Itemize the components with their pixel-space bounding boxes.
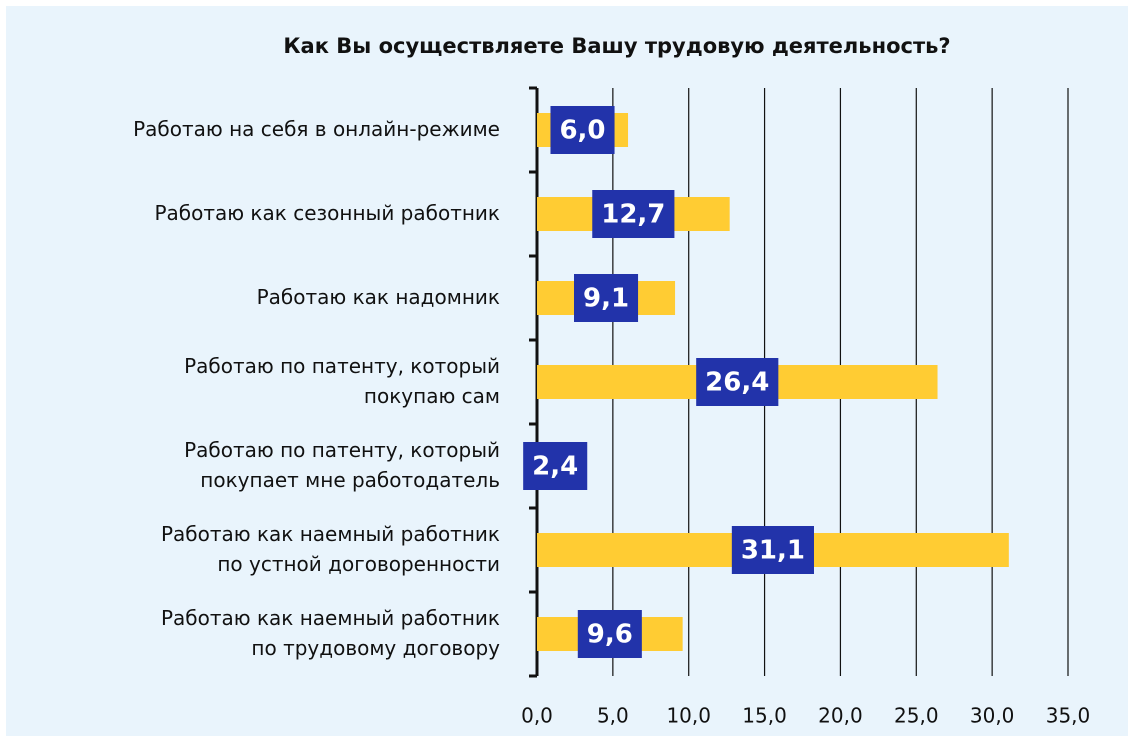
x-tick-label: 20,0: [818, 704, 863, 728]
value-label-box: [731, 526, 814, 574]
y-tick-label: Работаю как сезонный работник: [154, 201, 500, 225]
y-tick-label: Работаю по патенту, который покупаю сам: [184, 354, 500, 408]
value-label: 6,0: [559, 116, 605, 146]
value-label: 31,1: [741, 536, 805, 566]
value-label-box: [577, 610, 642, 658]
value-label-box: [592, 190, 675, 238]
value-label: 2,4: [532, 452, 578, 482]
value-label: 9,6: [587, 620, 633, 650]
x-tick-label: 15,0: [742, 704, 787, 728]
value-label: 9,1: [583, 284, 629, 314]
value-label: 12,7: [601, 200, 665, 230]
y-tick-label: Работаю как надомник: [257, 285, 500, 309]
x-tick-label: 0,0: [521, 704, 553, 728]
value-label-box: [573, 274, 639, 322]
value-label-box: [696, 358, 779, 406]
chart-title: Как Вы осуществляете Вашу трудовую деяте…: [283, 34, 950, 58]
x-tick-label: 10,0: [666, 704, 711, 728]
value-label-box: [523, 442, 588, 490]
x-tick-label: 35,0: [1046, 704, 1091, 728]
value-label-box: [550, 106, 615, 154]
y-tick-label: Работаю как наемный работник по устной до…: [161, 522, 500, 576]
x-tick-label: 30,0: [970, 704, 1015, 728]
y-tick-label: Работаю на себя в онлайн-режиме: [133, 117, 500, 141]
value-label: 26,4: [705, 368, 769, 398]
y-tick-label: Работаю как наемный работник по трудовому…: [161, 606, 500, 660]
x-tick-label: 5,0: [597, 704, 629, 728]
y-tick-label: Работаю по патенту, который покупает мне …: [184, 438, 500, 492]
x-tick-label: 25,0: [894, 704, 939, 728]
